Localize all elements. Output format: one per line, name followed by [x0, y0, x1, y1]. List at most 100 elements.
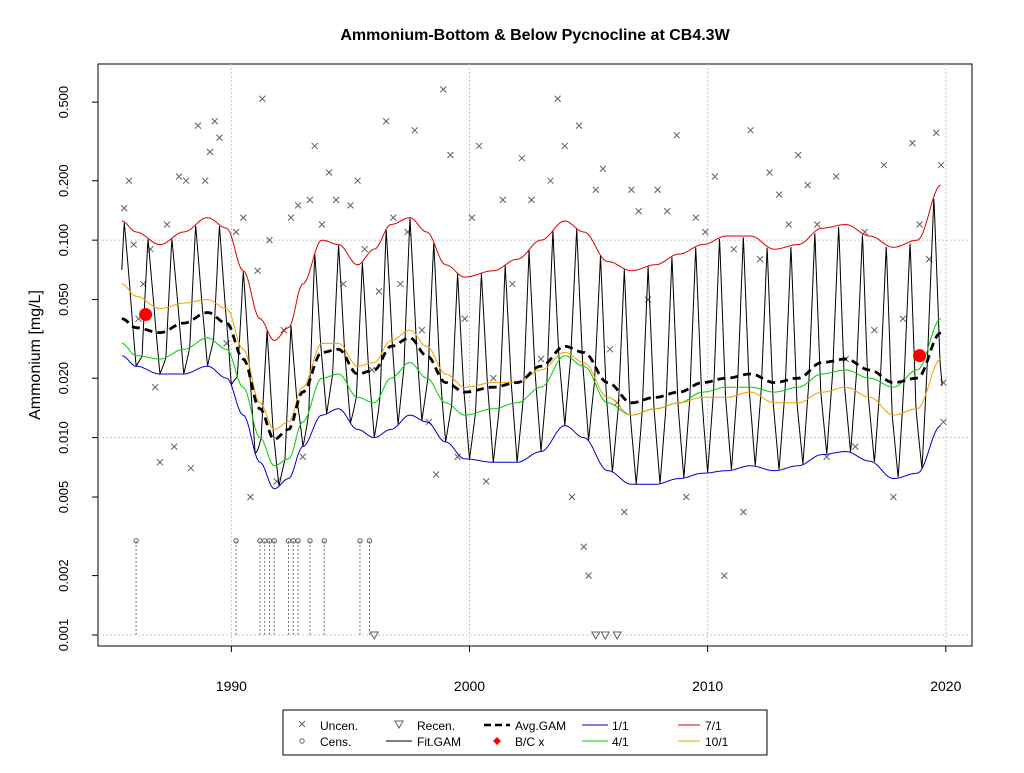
legend-label-recen: Recen.: [417, 719, 455, 733]
uncensored-point: [730, 245, 738, 253]
uncensored-point: [206, 148, 214, 156]
uncensored-point: [389, 214, 397, 221]
legend-box: [282, 709, 768, 756]
y-tick-label: 0.100: [56, 224, 71, 257]
legend-item-oct: 10/1: [678, 735, 729, 749]
censored-point: [357, 538, 363, 544]
uncensored-point: [125, 177, 133, 185]
censored-point: [307, 538, 313, 544]
uncensored-point: [766, 169, 773, 176]
legend-item-uncen: Uncen.: [298, 719, 358, 733]
legend-label-avg: Avg.GAM: [515, 719, 566, 733]
uncensored-point: [673, 131, 681, 139]
uncensored-point: [332, 196, 340, 204]
legend-item-cens: Cens.: [299, 735, 351, 749]
legend-label-apr: 4/1: [612, 735, 629, 749]
legend-label-bc: B/C x: [515, 735, 544, 749]
legend-label-fit: Fit.GAM: [417, 735, 461, 749]
uncensored-point: [580, 543, 588, 551]
legend-label-oct: 10/1: [705, 735, 729, 749]
uncensored-point: [537, 355, 545, 363]
uncensored-point: [804, 181, 812, 189]
grid-lines: [98, 64, 972, 646]
uncensored-point: [606, 345, 614, 353]
recensored-point: [600, 631, 611, 641]
uncensored-point: [644, 296, 652, 303]
y-tick-label: 0.005: [56, 481, 71, 514]
legend-item-avg: Avg.GAM: [484, 719, 566, 733]
y-tick-label: 0.050: [56, 283, 71, 316]
recensored-point: [369, 631, 380, 641]
series-apr-line: [121, 318, 942, 467]
censored-points: [133, 538, 373, 636]
uncensored-point: [518, 154, 526, 162]
uncensored-point: [701, 228, 709, 236]
uncensored-point: [294, 202, 302, 209]
legend-symbol-cens: [299, 738, 305, 744]
uncensored-point: [347, 202, 354, 209]
uncensored-point: [201, 177, 209, 185]
uncensored-point: [554, 95, 561, 103]
x-axis: 1990 2000 2010 2020: [216, 645, 962, 694]
uncensored-point: [654, 186, 661, 194]
uncensored-point: [568, 493, 576, 501]
uncensored-point: [909, 139, 916, 147]
uncensored-point: [254, 267, 261, 275]
uncensored-point: [711, 173, 719, 180]
uncensored-point: [432, 471, 440, 478]
uncensored-point: [785, 221, 792, 228]
legend-item-jan: 1/1: [582, 719, 629, 733]
legend-label-jan: 1/1: [612, 719, 629, 733]
censored-point: [271, 538, 277, 544]
x-tick-label: 2000: [454, 678, 485, 694]
uncensored-point: [411, 126, 419, 134]
legend-label-jul: 7/1: [705, 719, 722, 733]
uncensored-point: [194, 122, 202, 130]
bc-marker: [913, 349, 927, 363]
uncensored-point: [239, 214, 247, 221]
y-axis: 0.001 0.002 0.005 0.010 0.020 0.050 0.100 0.200…: [56, 86, 98, 651]
uncensored-point: [306, 196, 314, 204]
uncensored-point: [216, 134, 223, 142]
uncensored-point: [187, 464, 195, 472]
uncensored-point: [266, 236, 273, 244]
uncensored-point: [575, 122, 583, 130]
uncensored-point: [156, 458, 164, 466]
uncensored-point: [528, 196, 535, 204]
uncensored-point: [280, 326, 288, 334]
uncensored-point: [354, 177, 361, 185]
legend-item-jul: 7/1: [678, 719, 722, 733]
uncensored-point: [247, 493, 254, 501]
series-jan-line: [121, 355, 942, 490]
uncensored-point: [937, 161, 945, 169]
uncensored-point: [899, 315, 907, 323]
bc-marker: [139, 308, 153, 322]
fit-gam-path: [121, 198, 943, 487]
recensored-point: [590, 631, 601, 641]
uncensored-point: [397, 280, 404, 288]
legend-item-fit: Fit.GAM: [386, 735, 461, 749]
y-tick-label: 0.002: [56, 559, 71, 592]
uncensored-point: [151, 383, 159, 391]
uncensored-point: [880, 161, 888, 169]
uncensored-point: [628, 186, 635, 194]
uncensored-point: [747, 126, 754, 134]
uncensored-point: [454, 453, 461, 461]
uncensored-point: [489, 374, 497, 382]
uncensored-point: [175, 173, 183, 180]
uncensored-point: [871, 326, 878, 334]
uncensored-points: [120, 86, 947, 579]
uncensored-point: [561, 142, 569, 150]
uncensored-point: [692, 214, 700, 221]
uncensored-point: [499, 196, 507, 204]
chart-title: Ammonium-Bottom & Below Pycnocline at CB…: [340, 27, 730, 44]
uncensored-point: [813, 221, 821, 228]
uncensored-point: [932, 129, 940, 137]
uncensored-point: [599, 165, 607, 173]
y-tick-label: 0.010: [56, 421, 71, 454]
y-tick-label: 0.200: [56, 164, 71, 197]
uncensored-point: [851, 443, 859, 450]
uncensored-point: [940, 418, 947, 426]
legend: Uncen. Cens. Recen. Fit.GAM Avg.GAM B/C …: [282, 709, 768, 756]
